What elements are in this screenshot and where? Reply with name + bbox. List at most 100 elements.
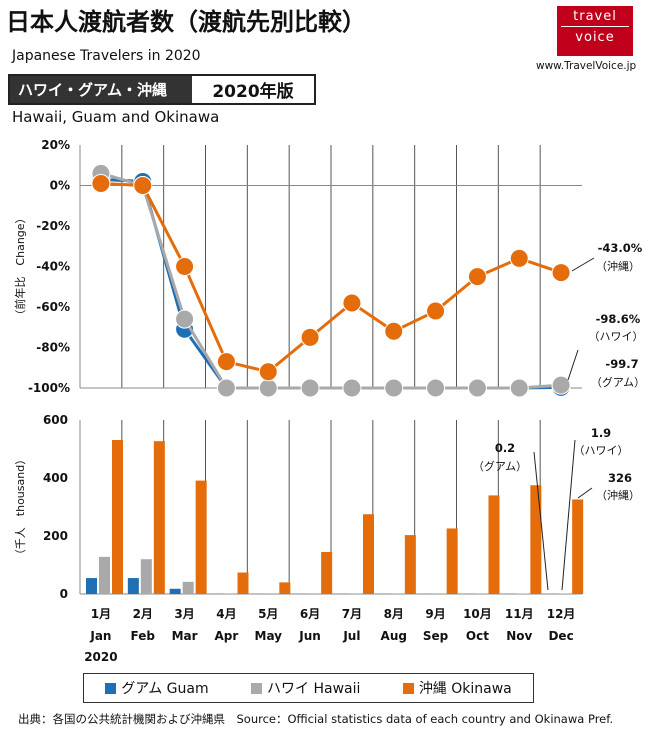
bar-guam	[86, 578, 97, 594]
bar-x-tick-label-en: Apr	[215, 629, 239, 643]
bar-y-tick-label: 600	[43, 413, 68, 427]
bar-x-tick-label-jp: 1月	[91, 607, 111, 621]
line-point-hawaii	[258, 378, 278, 398]
line-annotation-okinawa-leader	[571, 257, 595, 272]
bar-year-label: 2020	[84, 650, 117, 664]
bar-okinawa	[237, 572, 249, 594]
legend-item-guam: グアム Guam	[105, 678, 209, 698]
region-tag: ハワイ・グアム・沖縄	[10, 76, 192, 103]
line-point-hawaii	[216, 378, 236, 398]
bar-x-tick-label-en: Dec	[548, 629, 573, 643]
bar-okinawa	[279, 582, 291, 594]
line-point-okinawa	[258, 362, 278, 382]
bar-x-tick-label-jp: 4月	[216, 607, 236, 621]
line-y-tick-label: 0%	[50, 179, 70, 193]
line-point-hawaii	[509, 378, 529, 398]
line-annotation-okinawa-label: （沖縄）	[596, 259, 640, 273]
bar-x-tick-label-jp: 8月	[384, 607, 404, 621]
travelvoice-logo: travel voice	[557, 6, 633, 56]
bar-x-tick-label-jp: 11月	[505, 607, 534, 621]
line-annotation-guam-value: -99.7	[605, 357, 638, 371]
line-point-okinawa	[216, 352, 236, 372]
line-annotation-hawaii-value: -98.6%	[596, 312, 641, 326]
chart-title: 日本人渡航者数（渡航先別比較）	[6, 8, 366, 36]
bar-hawaii	[182, 581, 194, 594]
bar-okinawa	[153, 441, 165, 594]
legend-swatch-guam	[105, 682, 117, 694]
regions-english: Hawaii, Guam and Okinawa	[12, 108, 220, 126]
legend-label-okinawa: 沖縄 Okinawa	[418, 681, 512, 697]
line-annotation-hawaii-leader	[567, 349, 579, 381]
bar-okinawa	[321, 551, 333, 594]
site-url: www.TravelVoice.jp	[536, 60, 637, 72]
bar-okinawa	[404, 535, 416, 594]
line-point-okinawa	[91, 173, 111, 193]
bar-x-tick-label-jp: 6月	[300, 607, 320, 621]
line-y-tick-label: -60%	[36, 300, 70, 314]
bar-y-axis-label: （千人 thousand）	[14, 454, 27, 560]
bar-okinawa	[446, 528, 458, 594]
legend-item-okinawa: 沖縄 Okinawa	[402, 678, 512, 698]
bar-x-tick-label-jp: 7月	[342, 607, 362, 621]
bar-y-tick-label: 400	[43, 471, 68, 485]
line-point-okinawa	[342, 293, 362, 313]
legend-item-hawaii: ハワイ Hawaii	[251, 678, 360, 698]
bar-okinawa	[195, 480, 207, 594]
bar-x-tick-label-en: Jul	[342, 629, 360, 643]
legend-swatch-okinawa	[402, 682, 414, 694]
bar-annotation-guam-label: （グアム）	[473, 459, 527, 473]
bar-x-tick-label-jp: 12月	[547, 607, 576, 621]
bar-y-tick-label: 0	[60, 587, 68, 601]
bar-guam	[127, 578, 139, 594]
line-annotation-guam-label: （グアム）	[591, 375, 645, 389]
bar-okinawa	[488, 495, 500, 594]
bar-x-tick-label-en: Aug	[381, 629, 407, 643]
line-point-hawaii	[467, 378, 487, 398]
bar-annotation-okinawa-value: 326	[608, 471, 632, 485]
line-y-tick-label: -100%	[28, 381, 70, 395]
bar-y-tick-label: 200	[43, 529, 68, 543]
line-point-okinawa	[551, 263, 571, 283]
bar-x-tick-label-en: Feb	[131, 629, 156, 643]
bar-annotation-guam-leader	[533, 451, 549, 591]
line-annotation-okinawa-value: -43.0%	[598, 241, 643, 255]
line-y-tick-label: 20%	[41, 138, 70, 152]
bar-annotation-okinawa-leader	[577, 487, 593, 499]
bar-x-tick-label-en: Jan	[89, 629, 111, 643]
bar-annotation-hawaii-leader	[561, 439, 576, 591]
bar-guam	[169, 588, 181, 594]
bar-x-tick-label-en: Mar	[172, 629, 198, 643]
bar-annotation-okinawa-label: （沖縄）	[596, 488, 640, 502]
bar-annotation-hawaii-value: 1.9	[591, 426, 611, 440]
line-annotation-hawaii-label: （ハワイ）	[589, 330, 644, 343]
line-point-okinawa	[384, 321, 404, 341]
line-point-okinawa	[509, 248, 529, 268]
bar-x-tick-label-en: Nov	[506, 629, 532, 643]
bar-hawaii	[99, 556, 110, 594]
bar-x-tick-label-en: Sep	[423, 629, 449, 643]
line-point-okinawa	[133, 176, 153, 195]
legend: グアム Guam ハワイ Hawaii 沖縄 Okinawa	[83, 673, 534, 703]
line-point-hawaii	[426, 378, 446, 398]
bar-okinawa	[112, 440, 123, 594]
line-point-okinawa	[300, 327, 320, 347]
line-y-tick-label: -80%	[36, 341, 70, 355]
line-point-okinawa	[175, 257, 195, 276]
year-tag: 2020年版	[212, 82, 294, 102]
line-point-hawaii	[300, 378, 320, 398]
chart-subtitle: Japanese Travelers in 2020	[12, 48, 201, 64]
bar-x-tick-label-jp: 10月	[463, 607, 492, 621]
source-note: 出典：各国の公共統計機関および沖縄県 Source：Official stati…	[18, 712, 614, 726]
line-y-tick-label: -20%	[36, 219, 70, 233]
bar-okinawa	[363, 514, 374, 594]
line-point-hawaii	[175, 309, 195, 329]
region-year-tag: ハワイ・グアム・沖縄 2020年版	[8, 74, 316, 105]
logo-line-1: travel	[561, 9, 629, 27]
line-point-okinawa	[426, 301, 446, 321]
bar-hawaii	[140, 559, 152, 594]
bar-x-tick-label-en: Jun	[298, 629, 321, 643]
bar-x-tick-label-jp: 3月	[174, 607, 194, 621]
bar-okinawa	[530, 485, 542, 594]
bar-x-tick-label-en: May	[255, 629, 283, 643]
